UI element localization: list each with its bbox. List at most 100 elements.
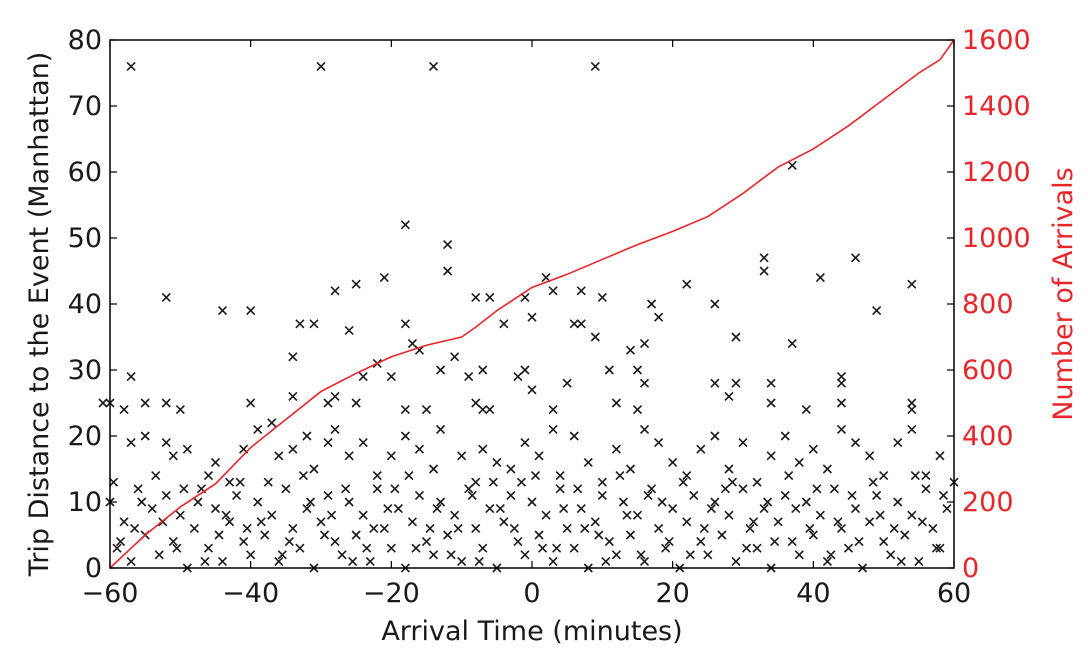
scatter-point [302, 504, 312, 514]
scatter-point [326, 510, 337, 520]
scatter-point [513, 537, 523, 547]
scatter-point [879, 471, 889, 481]
scatter-point [474, 556, 484, 566]
scatter-point [330, 286, 340, 296]
scatter-point [330, 424, 340, 434]
scatter-point [896, 556, 906, 566]
scatter-point [172, 543, 182, 553]
scatter-point [277, 550, 287, 560]
scatter-point [580, 523, 590, 533]
scatter-point [126, 438, 136, 448]
y-tick-label: 0 [85, 553, 102, 584]
scatter-point [664, 537, 674, 547]
scatter-point [780, 431, 790, 441]
scatter-point [225, 477, 235, 487]
scatter-point [921, 484, 931, 494]
scatter-point [836, 398, 847, 408]
scatter-point [618, 497, 628, 507]
scatter-point [942, 504, 952, 514]
y2-tick-label: 1200 [962, 157, 1031, 188]
scatter-point [720, 484, 730, 494]
scatter-point [590, 332, 600, 342]
scatter-point [625, 530, 636, 540]
scatter-point [175, 510, 185, 520]
scatter-point [130, 523, 140, 533]
scatter-point [562, 378, 572, 388]
scatter-point [428, 61, 439, 71]
scatter-point [168, 537, 178, 547]
scatter-point [154, 550, 164, 560]
scatter-point [246, 306, 256, 316]
scatter-point [541, 273, 551, 283]
scatter-point [597, 490, 607, 500]
scatter-point [893, 497, 903, 507]
scatter-point [685, 550, 695, 560]
scatter-point [260, 530, 270, 540]
scatter-point [836, 424, 847, 434]
scatter-point [850, 253, 861, 263]
x-tick-label: 60 [937, 578, 971, 609]
scatter-point [386, 372, 396, 382]
scatter-point [893, 438, 903, 448]
scatter-point [383, 504, 393, 514]
axis-ticks [109, 39, 955, 569]
scatter-point [203, 471, 214, 481]
scatter-point [161, 490, 171, 500]
scatter-point [875, 510, 885, 520]
scatter-point [495, 504, 505, 514]
x-tick-label: 40 [796, 578, 830, 609]
scatter-point [267, 418, 277, 428]
y2-axis-title: Number of Arrivals [1048, 167, 1079, 420]
y-tick-label: 40 [68, 289, 102, 320]
x-tick-label: −20 [363, 578, 420, 609]
scatter-point [168, 451, 178, 461]
scatter-point [703, 550, 713, 560]
scatter-point [654, 523, 664, 533]
scatter-point [509, 523, 519, 533]
scatter-point [126, 372, 136, 382]
scatter-point [182, 444, 192, 454]
scatter-point [872, 306, 882, 316]
scatter-point [770, 537, 780, 547]
scatter-point [625, 345, 636, 355]
scatter-point [654, 438, 664, 448]
scatter-point [597, 292, 607, 302]
scatter-point [548, 424, 558, 434]
scatter-point [485, 292, 495, 302]
scatter-point [622, 510, 632, 520]
y2-tick-label: 200 [962, 487, 1014, 518]
scatter-point [175, 405, 185, 415]
scatter-point [766, 451, 776, 461]
scatter-point [358, 510, 368, 520]
x-tick-label: −40 [222, 578, 279, 609]
y2-tick-label: 400 [962, 421, 1014, 452]
scatter-point [935, 543, 945, 553]
scatter-point [576, 286, 586, 296]
scatter-point [274, 556, 284, 566]
scatter-point [731, 332, 741, 342]
scatter-point [288, 444, 298, 454]
scatter-point [351, 530, 361, 540]
scatter-point [411, 543, 421, 553]
scatter-point [119, 517, 129, 527]
scatter-point [210, 504, 221, 514]
scatter-point [295, 543, 305, 553]
scatter-point [527, 312, 537, 322]
scatter-point [323, 438, 333, 448]
scatter-point [938, 490, 949, 500]
scatter-point [161, 292, 171, 302]
scatter-point [341, 484, 351, 494]
scatter-point [450, 510, 460, 520]
scatter-point [323, 398, 333, 408]
scatter-point [696, 537, 706, 547]
scatter-point [492, 457, 502, 467]
scatter-point [450, 352, 460, 362]
scatter-point [847, 490, 857, 500]
scatter-point [682, 279, 692, 289]
scatter-point [516, 477, 527, 487]
y-axis-title: Trip Distance to the Event (Manhattan) [24, 52, 55, 578]
scatter-point [457, 451, 467, 461]
y-tick-label: 10 [68, 487, 102, 518]
scatter-point [731, 556, 741, 566]
scatter-point [773, 517, 783, 527]
